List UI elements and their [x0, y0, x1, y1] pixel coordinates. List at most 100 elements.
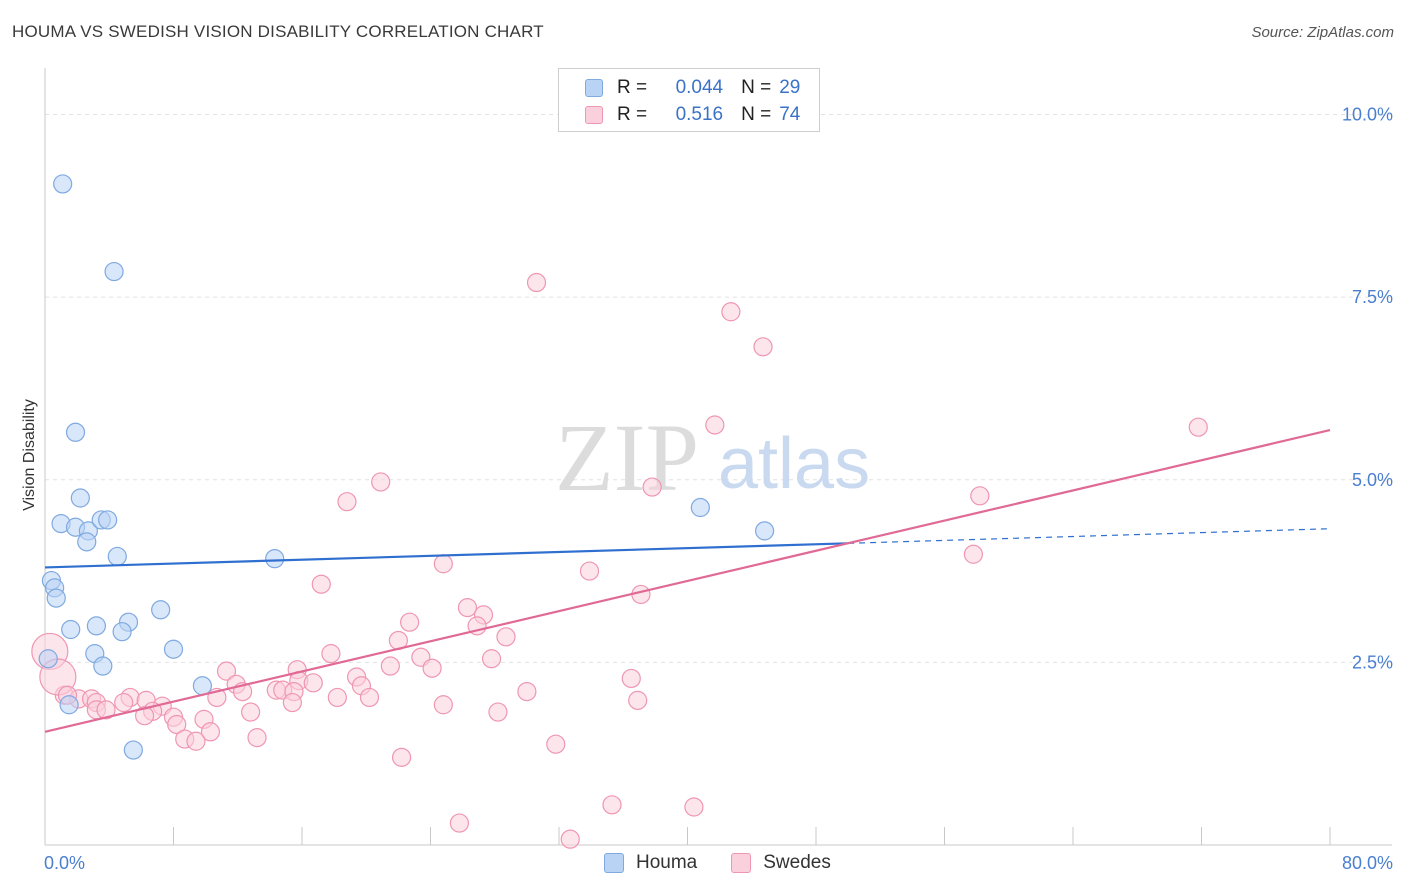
- data-point-swedes: [602, 795, 622, 815]
- data-point-swedes: [449, 813, 470, 833]
- r-value: 0.044: [675, 77, 724, 98]
- y-tick-label: 10.0%: [1342, 105, 1393, 125]
- series-legend: Houma Swedes: [604, 852, 865, 874]
- data-point-swedes: [721, 302, 741, 322]
- data-point-swedes: [391, 747, 412, 767]
- n-value: 74: [779, 104, 801, 125]
- gridlines: [45, 114, 1392, 663]
- data-point-swedes: [753, 337, 773, 357]
- data-point-swedes: [457, 597, 478, 618]
- source-credit: Source: ZipAtlas.com: [1251, 24, 1394, 41]
- data-point-houma: [104, 261, 124, 282]
- data-point-swedes: [247, 728, 267, 748]
- r-label: R =: [617, 104, 648, 125]
- data-point-swedes: [1188, 417, 1208, 437]
- data-point-swedes: [517, 681, 537, 702]
- data-point-houma: [265, 549, 285, 569]
- legend-label-swedes: Swedes: [763, 852, 831, 873]
- data-point-swedes: [311, 574, 331, 594]
- series-houma: [38, 174, 775, 760]
- data-point-houma: [86, 616, 107, 636]
- data-point-swedes: [167, 714, 187, 735]
- data-point-houma: [93, 656, 113, 676]
- y-tick-label: 7.5%: [1352, 287, 1393, 307]
- data-point-houma: [112, 622, 132, 642]
- data-point-swedes: [186, 731, 206, 751]
- y-tick-label: 5.0%: [1352, 470, 1393, 490]
- data-point-swedes: [96, 700, 116, 720]
- data-point-swedes: [970, 486, 990, 506]
- r-label: R =: [617, 77, 648, 98]
- data-point-houma: [38, 649, 58, 669]
- tick-labels: 2.5% 5.0% 7.5% 10.0% 0.0% 80.0%: [44, 105, 1393, 873]
- data-point-swedes: [200, 722, 221, 742]
- y-axis-label: Vision Disability: [21, 399, 38, 511]
- legend-swatch-swedes: [585, 106, 603, 124]
- data-point-swedes: [642, 477, 662, 497]
- data-point-swedes: [371, 472, 391, 492]
- data-point-houma: [123, 740, 143, 760]
- data-point-houma: [61, 619, 81, 640]
- data-point-swedes: [134, 706, 155, 726]
- x-tick-label-min: 0.0%: [44, 853, 85, 873]
- legend-swatch-houma: [604, 853, 624, 873]
- trend-line-houma: [44, 542, 849, 569]
- watermark-atlas: atlas: [718, 424, 870, 504]
- data-point-swedes: [282, 692, 302, 713]
- data-point-swedes: [422, 658, 442, 678]
- legend-item-swedes: Swedes: [731, 852, 831, 874]
- data-point-houma: [70, 488, 90, 508]
- legend-row-swedes: R = 0.516 N = 74: [585, 103, 800, 127]
- trend-extension-houma: [848, 528, 1331, 544]
- data-point-houma: [59, 695, 79, 715]
- data-point-houma: [98, 510, 118, 530]
- data-point-houma: [107, 546, 127, 567]
- data-point-swedes: [488, 702, 508, 722]
- data-point-swedes: [327, 687, 347, 708]
- data-point-houma: [754, 521, 775, 541]
- x-tick-label-max: 80.0%: [1342, 853, 1393, 873]
- n-label: N =: [741, 77, 772, 98]
- data-point-houma: [65, 422, 86, 442]
- data-point-swedes: [433, 554, 453, 574]
- data-point-swedes: [380, 656, 400, 676]
- n-label: N =: [741, 104, 772, 125]
- legend-swatch-houma: [585, 79, 603, 97]
- data-point-houma: [46, 588, 66, 608]
- data-point-swedes: [963, 544, 984, 564]
- data-point-houma: [151, 600, 171, 620]
- axes: [44, 68, 1392, 846]
- chart-title: HOUMA VS SWEDISH VISION DISABILITY CORRE…: [12, 22, 544, 41]
- r-value: 0.516: [675, 104, 724, 125]
- data-point-swedes: [433, 695, 453, 715]
- legend-label-houma: Houma: [636, 852, 698, 873]
- data-point-swedes: [303, 673, 323, 693]
- data-point-swedes: [114, 692, 134, 713]
- data-point-houma: [690, 497, 710, 518]
- trend-lines: [44, 429, 1331, 733]
- n-value: 29: [779, 77, 801, 98]
- data-point-swedes: [400, 612, 420, 632]
- y-tick-label: 2.5%: [1352, 652, 1393, 672]
- watermark-zip: ZIP: [555, 404, 699, 511]
- series-swedes: [31, 272, 1208, 849]
- data-point-houma: [77, 532, 97, 552]
- data-point-swedes: [546, 734, 566, 754]
- data-point-swedes: [216, 661, 237, 681]
- data-point-swedes: [359, 687, 380, 708]
- legend-item-houma: Houma: [604, 852, 697, 874]
- data-point-swedes: [628, 690, 648, 710]
- data-point-houma: [163, 639, 184, 659]
- correlation-legend: R = 0.044 N = 29 R = 0.516 N = 74: [558, 68, 820, 132]
- data-point-swedes: [705, 415, 725, 435]
- data-point-houma: [53, 174, 73, 194]
- data-point-swedes: [684, 797, 704, 817]
- data-point-swedes: [496, 627, 516, 647]
- trend-line-swedes: [44, 429, 1331, 733]
- data-point-swedes: [560, 829, 580, 849]
- watermark: ZIP atlas: [555, 404, 870, 511]
- data-point-swedes: [579, 561, 600, 581]
- data-point-swedes: [621, 668, 641, 689]
- data-point-swedes: [481, 649, 502, 669]
